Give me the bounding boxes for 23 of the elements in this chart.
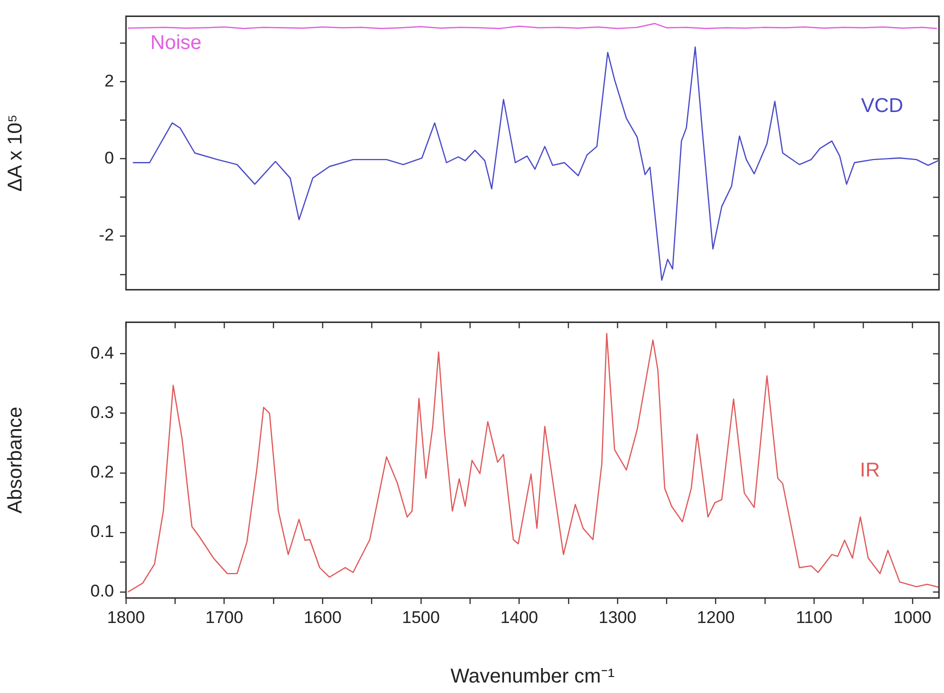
- x-tick-label: 1700: [205, 608, 244, 627]
- x-tick-label: 1000: [894, 608, 932, 627]
- x-tick-label: 1400: [500, 608, 538, 627]
- x-tick-label: 1600: [304, 608, 342, 627]
- x-tick-label: 1200: [696, 608, 735, 627]
- y-tick-label: 0: [104, 148, 114, 168]
- x-tick-label: 1800: [107, 608, 145, 627]
- y-tick-label: 0.2: [90, 462, 114, 482]
- y-axis-title: ΔA x 10⁵: [4, 114, 27, 192]
- x-tick-label: 1300: [598, 608, 636, 627]
- y-tick-label: 0.4: [90, 343, 114, 362]
- y-tick-label: 0.3: [90, 403, 114, 422]
- series-label: VCD: [860, 95, 904, 118]
- y-axis-title: Absorbance: [4, 406, 27, 514]
- series-label: Noise: [150, 32, 202, 54]
- y-tick-label: 0.1: [90, 522, 114, 542]
- y-tick-label: 0.0: [90, 582, 114, 601]
- y-tick-label: 2: [104, 71, 114, 90]
- x-tick-label: 1100: [796, 608, 832, 627]
- series-label: IR: [860, 460, 880, 482]
- x-axis-title: Wavenumber cm⁻¹: [450, 666, 615, 688]
- x-tick-label: 1500: [402, 608, 440, 627]
- y-tick-label: -2: [98, 226, 114, 245]
